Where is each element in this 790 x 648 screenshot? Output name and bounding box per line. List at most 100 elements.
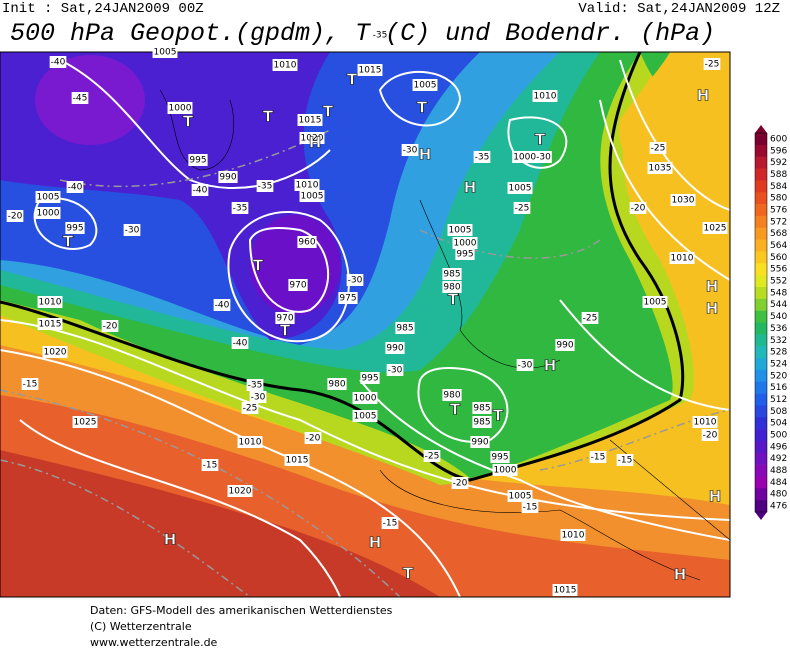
footer-line: Daten: GFS-Modell des amerikanischen Wet… bbox=[90, 604, 393, 617]
contour-label: -20 bbox=[8, 212, 23, 222]
label-box bbox=[703, 58, 721, 70]
contour-label: 980 bbox=[443, 283, 460, 293]
pressure-center: H bbox=[706, 300, 719, 318]
contour-label: 1010 bbox=[239, 438, 262, 448]
pressure-center: T bbox=[63, 233, 74, 251]
pressure-center: H bbox=[544, 357, 557, 375]
colorbar-label: 496 bbox=[770, 442, 787, 452]
contour-label: 1010 bbox=[39, 298, 62, 308]
label-box bbox=[472, 416, 492, 428]
colorbar: 6005965925885845805765725685645605565525… bbox=[754, 125, 787, 520]
contour-label: -40 bbox=[233, 339, 248, 349]
colorbar-swatch bbox=[755, 346, 767, 359]
colorbar-label: 592 bbox=[770, 158, 787, 168]
colorbar-swatch bbox=[755, 168, 767, 181]
contour-label: 1035 bbox=[649, 164, 672, 174]
colorbar-swatch bbox=[755, 239, 767, 252]
colorbar-swatch bbox=[755, 180, 767, 193]
pressure-center: H bbox=[164, 531, 177, 549]
label-box bbox=[447, 224, 473, 236]
label-box bbox=[123, 224, 141, 236]
contour-label: 1020 bbox=[301, 134, 324, 144]
label-box bbox=[473, 151, 491, 163]
label-box bbox=[629, 202, 647, 214]
colorbar-swatch bbox=[755, 310, 767, 323]
label-box bbox=[455, 248, 475, 260]
label-box bbox=[299, 190, 325, 202]
label-box bbox=[616, 454, 634, 466]
colorbar-label: 584 bbox=[770, 182, 787, 192]
label-box bbox=[231, 337, 249, 349]
label-box bbox=[352, 392, 378, 404]
colorbar-label: 560 bbox=[770, 253, 787, 263]
pressure-center: T bbox=[450, 401, 461, 419]
label-box bbox=[227, 485, 253, 497]
label-box bbox=[297, 114, 323, 126]
label-box bbox=[201, 459, 219, 471]
label-box bbox=[507, 182, 533, 194]
map-title: 500 hPa Geopot.(gpdm), T (C) und Bodendr… bbox=[10, 19, 715, 48]
contour-label: 1020 bbox=[44, 348, 67, 358]
contour-label: 1005 bbox=[414, 81, 437, 91]
colorbar-label: 568 bbox=[770, 229, 787, 239]
colorbar-swatch bbox=[755, 298, 767, 311]
label-box bbox=[385, 342, 405, 354]
colorbar-swatch bbox=[755, 204, 767, 217]
label-box bbox=[581, 312, 599, 324]
colorbar-swatch bbox=[755, 334, 767, 347]
label-box bbox=[241, 402, 259, 414]
colorbar-label: 480 bbox=[770, 490, 787, 500]
label-box bbox=[360, 372, 380, 384]
contour-label: 1000 bbox=[354, 394, 377, 404]
footer-line: www.wetterzentrale.de bbox=[90, 636, 218, 648]
colorbar-swatch bbox=[755, 133, 767, 146]
contour-label: 1010 bbox=[562, 531, 585, 541]
contour-label: 1005 bbox=[449, 226, 472, 236]
label-box bbox=[451, 477, 469, 489]
valid-time: Valid: Sat,24JAN2009 12Z bbox=[578, 1, 780, 17]
pressure-center: H bbox=[419, 146, 432, 164]
label-box bbox=[284, 454, 310, 466]
colorbar-label: 556 bbox=[770, 265, 787, 275]
colorbar-swatch bbox=[755, 227, 767, 240]
pressure-center: T bbox=[448, 291, 459, 309]
contour-label: 1010 bbox=[671, 254, 694, 264]
colorbar-swatch bbox=[755, 251, 767, 264]
label-box bbox=[423, 450, 441, 462]
contour-label: 985 bbox=[443, 270, 460, 280]
contour-label: -35 bbox=[373, 31, 388, 41]
label-box bbox=[35, 191, 61, 203]
pressure-center: H bbox=[706, 278, 719, 296]
pressure-center: T bbox=[263, 108, 274, 126]
colorbar-swatch bbox=[755, 500, 767, 513]
colorbar-label: 492 bbox=[770, 454, 787, 464]
contour-label: 990 bbox=[219, 173, 236, 183]
colorbar-label: 500 bbox=[770, 431, 787, 441]
contour-label: 960 bbox=[298, 238, 315, 248]
contour-label: -30 bbox=[388, 366, 403, 376]
contour-label: -35 bbox=[248, 381, 263, 391]
contour-label: -30 bbox=[518, 361, 533, 371]
label-box bbox=[381, 517, 399, 529]
pressure-center: H bbox=[309, 134, 322, 152]
contour-label: 1010 bbox=[296, 181, 319, 191]
contour-label: 1005 bbox=[301, 192, 324, 202]
colorbar-label: 576 bbox=[770, 205, 787, 215]
contour-label: 995 bbox=[189, 156, 206, 166]
label-box bbox=[299, 132, 325, 144]
contour-label: 985 bbox=[396, 324, 413, 334]
colorbar-label: 528 bbox=[770, 348, 787, 358]
contour-label: 1005 bbox=[37, 193, 60, 203]
contour-label: 980 bbox=[443, 391, 460, 401]
contour-label: -40 bbox=[51, 58, 66, 68]
label-box bbox=[188, 154, 208, 166]
contour-label: 1025 bbox=[704, 224, 727, 234]
label-box bbox=[352, 410, 378, 422]
contour-label: 990 bbox=[556, 341, 573, 351]
label-box bbox=[357, 64, 383, 76]
contour-label: 1015 bbox=[286, 456, 309, 466]
contour-label: 1010 bbox=[694, 418, 717, 428]
label-box bbox=[560, 529, 586, 541]
contour-label: 1015 bbox=[554, 586, 577, 596]
colorbar-label: 564 bbox=[770, 241, 787, 251]
